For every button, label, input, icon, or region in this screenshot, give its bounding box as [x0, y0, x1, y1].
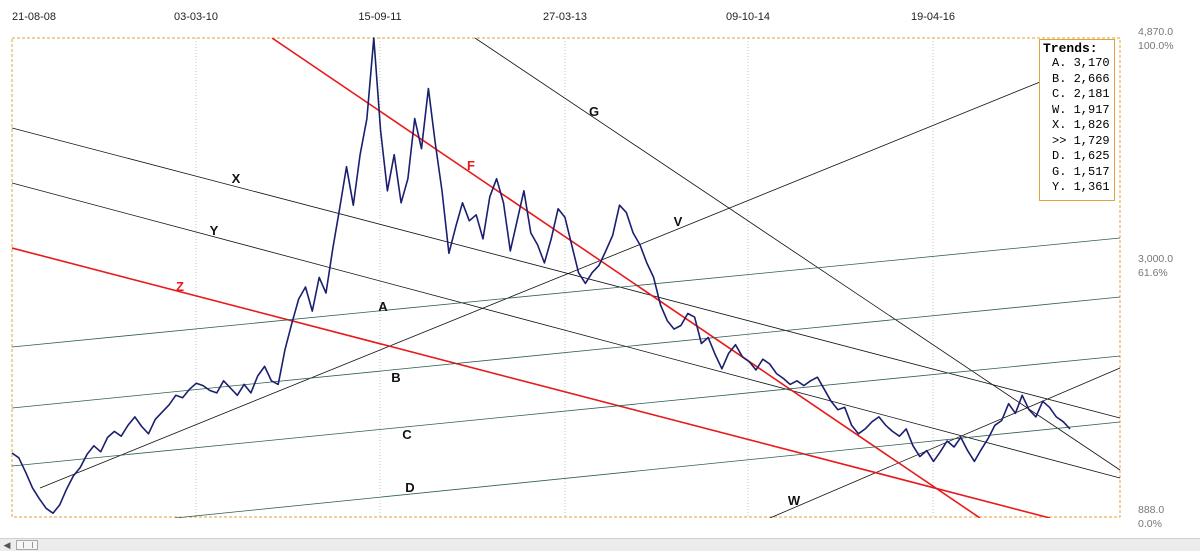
trends-legend: Trends: A. 3,170 B. 2,666 C. 2,181 W. 1,917… [1039, 39, 1115, 201]
x-tick-label: 21-08-08 [12, 11, 56, 23]
x-tick-label: 09-10-14 [726, 11, 770, 23]
trend-line-z [12, 247, 1051, 518]
trend-line-x [12, 127, 1121, 419]
trend-line-d [174, 421, 1121, 518]
trend-legend-entry: X. 1,826 [1052, 118, 1110, 132]
trend-legend-entry: W. 1,917 [1052, 102, 1110, 117]
trend-legend-entry: D. 1,625 [1052, 149, 1110, 163]
x-tick-label: 19-04-16 [911, 11, 955, 23]
trend-line-labels: X Y Z A B C D F G V W [176, 104, 801, 508]
y-tick-value: 888.0 [1138, 504, 1164, 516]
trend-line-y [12, 182, 1121, 479]
trend-label-g: G [589, 104, 599, 119]
y-tick-value: 3,000.0 [1138, 253, 1173, 265]
trend-line-a [12, 237, 1121, 348]
y-tick-percent: 100.0% [1138, 40, 1174, 52]
trends-legend-list: A. 3,170 B. 2,666 C. 2,181 W. 1,917 X. 1,826… [1040, 56, 1114, 196]
trends-legend-title: Trends: [1043, 41, 1098, 56]
x-tick-label: 15-09-11 [358, 11, 401, 23]
trend-label-y: Y [210, 223, 219, 238]
trend-lines [12, 38, 1121, 518]
y-axis-ticks: 4,870.0 100.0% 3,000.0 61.6% 888.0 0.0% [1138, 26, 1174, 530]
trend-legend-entry: B. 2,666 [1052, 71, 1110, 86]
y-tick-value: 4,870.0 [1138, 26, 1173, 38]
trend-label-c: C [402, 427, 412, 442]
trend-label-x: X [232, 171, 241, 186]
x-tick-label: 27-03-13 [543, 11, 587, 23]
trend-line-f [271, 38, 981, 518]
x-tick-label: 03-03-10 [174, 11, 218, 23]
price-series [11, 37, 1071, 515]
plot-border [11, 37, 1121, 518]
trend-line-b [12, 296, 1121, 409]
trend-label-b: B [391, 370, 400, 385]
trend-label-w: W [788, 493, 801, 508]
trend-legend-entry: A. 3,170 [1052, 56, 1110, 70]
trend-legend-entry: Y. 1,361 [1052, 180, 1110, 194]
trend-legend-entry: G. 1,517 [1052, 164, 1110, 179]
trend-label-z: Z [176, 279, 184, 294]
x-axis-ticks: 21-08-08 03-03-10 15-09-11 27-03-13 09-10-14… [12, 11, 955, 23]
price-series-line [11, 37, 1071, 515]
scroll-grip-icon [23, 542, 33, 548]
y-tick-percent: 0.0% [1138, 518, 1162, 530]
horizontal-scrollbar[interactable]: ◀ [0, 538, 1200, 551]
trend-label-d: D [405, 480, 414, 495]
y-tick-percent: 61.6% [1138, 267, 1168, 279]
trend-line-g [474, 38, 1121, 471]
trend-line-v [39, 81, 1041, 489]
trend-label-a: A [378, 299, 388, 314]
trend-label-v: V [674, 214, 683, 229]
trend-line-c [12, 355, 1121, 467]
trend-label-f: F [467, 158, 475, 173]
plot-frame [11, 37, 1121, 518]
trend-legend-entry: C. 2,181 [1052, 87, 1110, 101]
trend-legend-entry: >> 1,729 [1052, 133, 1110, 148]
vertical-grid [195, 38, 934, 517]
scroll-thumb[interactable] [16, 540, 38, 550]
scroll-left-arrow-icon[interactable]: ◀ [3, 540, 11, 550]
